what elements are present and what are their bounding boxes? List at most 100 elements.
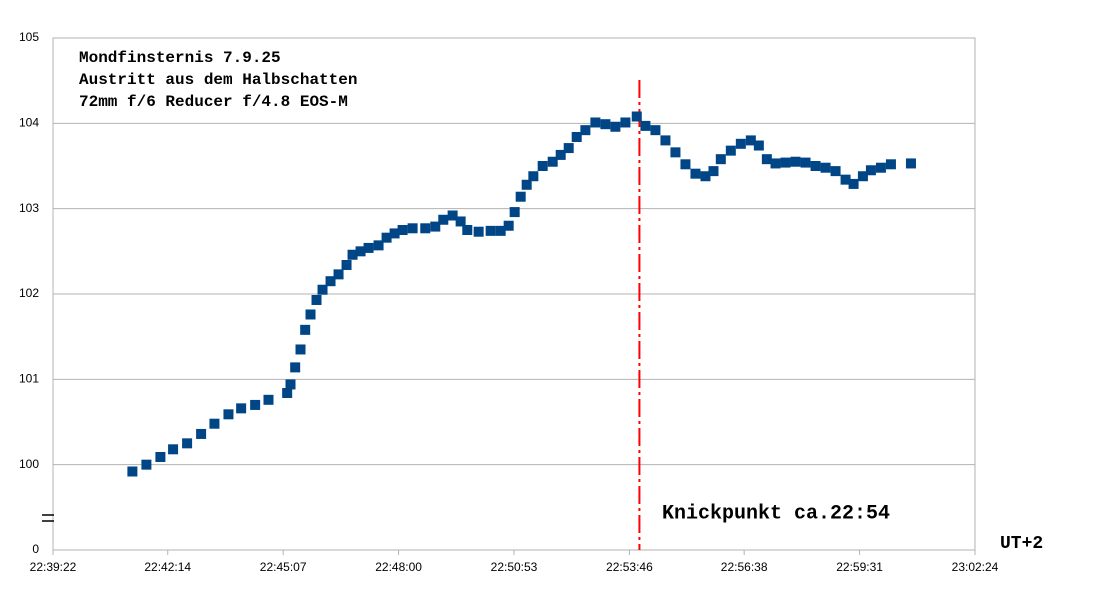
data-point (263, 394, 274, 405)
data-point (300, 324, 311, 335)
x-tick-label: 22:50:53 (491, 560, 538, 574)
data-point (590, 117, 601, 128)
data-point (620, 117, 631, 128)
x-tick-label: 22:45:07 (260, 560, 307, 574)
data-point (347, 249, 358, 260)
data-point (650, 125, 661, 136)
data-point (528, 171, 539, 182)
x-tick-label: 22:39:22 (30, 560, 77, 574)
data-point (610, 121, 621, 132)
data-point (363, 242, 374, 253)
data-point (168, 444, 179, 455)
data-point (857, 171, 868, 182)
data-point (438, 214, 449, 225)
data-point (285, 379, 296, 390)
data-point (725, 145, 736, 156)
x-tick-label: 22:59:31 (836, 560, 883, 574)
data-point (381, 232, 392, 243)
data-point (397, 225, 408, 235)
data-point (660, 135, 671, 146)
data-point (196, 428, 207, 439)
data-point (680, 159, 691, 170)
x-tick-label: 22:56:38 (721, 560, 768, 574)
data-point (250, 399, 261, 410)
data-point (182, 438, 193, 449)
data-point (700, 171, 711, 182)
data-point (800, 157, 811, 168)
data-point (563, 143, 574, 154)
title-line: Mondfinsternis 7.9.25 (79, 49, 281, 67)
data-point (341, 259, 352, 270)
data-point (317, 284, 328, 295)
data-point (820, 162, 831, 173)
data-point (745, 135, 756, 146)
data-point (305, 309, 316, 320)
data-point (875, 162, 886, 173)
data-point (840, 174, 851, 185)
data-point (389, 228, 400, 239)
y-tick-label: 105 (19, 30, 39, 44)
x-tick-label: 22:48:00 (375, 560, 422, 574)
x-axis-label: UT+2 (1000, 534, 1043, 554)
annotation: Knickpunkt ca.22:54 (662, 502, 890, 525)
data-point (690, 168, 701, 179)
data-point (555, 149, 566, 160)
data-point (236, 403, 247, 414)
data-point (141, 459, 152, 470)
y-tick-label: 101 (19, 372, 39, 386)
x-tick-label: 23:02:24 (952, 560, 999, 574)
data-point (670, 147, 681, 158)
data-point (761, 154, 772, 165)
y-tick-label: 100 (19, 457, 39, 471)
data-point (640, 120, 651, 131)
data-point (515, 191, 526, 202)
data-point (495, 225, 506, 236)
data-point (127, 466, 138, 477)
data-point (735, 138, 746, 149)
data-point (209, 418, 220, 429)
data-point (865, 165, 876, 176)
data-point (848, 178, 859, 189)
data-point (407, 223, 418, 234)
data-point (473, 226, 484, 237)
data-point (325, 276, 336, 287)
data-point (715, 154, 726, 165)
data-point (447, 210, 458, 221)
data-point (373, 240, 384, 251)
data-point (509, 207, 520, 218)
data-point (355, 246, 366, 257)
data-point (223, 409, 234, 420)
x-tick-label: 22:42:14 (144, 560, 191, 574)
y-tick-label: 0 (32, 542, 39, 556)
data-point (462, 225, 473, 235)
data-point (580, 125, 591, 136)
data-point (311, 294, 322, 305)
data-point (430, 221, 441, 232)
data-point (631, 111, 642, 122)
data-point (547, 156, 558, 167)
title-line: Austritt aus dem Halbschatten (79, 71, 357, 89)
y-tick-label: 102 (19, 286, 39, 300)
title-line: 72mm f/6 Reducer f/4.8 EOS-M (79, 93, 348, 111)
data-point (905, 158, 916, 169)
data-point (420, 223, 431, 234)
data-point (770, 158, 781, 169)
data-point (503, 220, 514, 231)
data-point (282, 387, 293, 398)
data-point (810, 161, 821, 171)
y-tick-label: 103 (19, 201, 39, 215)
axis-break (42, 514, 54, 522)
data-point (537, 161, 548, 171)
y-tick-label: 104 (19, 116, 39, 130)
data-point (600, 119, 611, 130)
data-point (571, 131, 582, 142)
data-point (885, 159, 896, 170)
data-point (333, 269, 344, 280)
data-point (753, 140, 764, 151)
data-point (830, 166, 841, 177)
data-point (485, 225, 496, 236)
data-point (790, 156, 801, 167)
x-tick-label: 22:53:46 (606, 560, 653, 574)
data-point (708, 166, 719, 177)
data-point (455, 216, 466, 227)
